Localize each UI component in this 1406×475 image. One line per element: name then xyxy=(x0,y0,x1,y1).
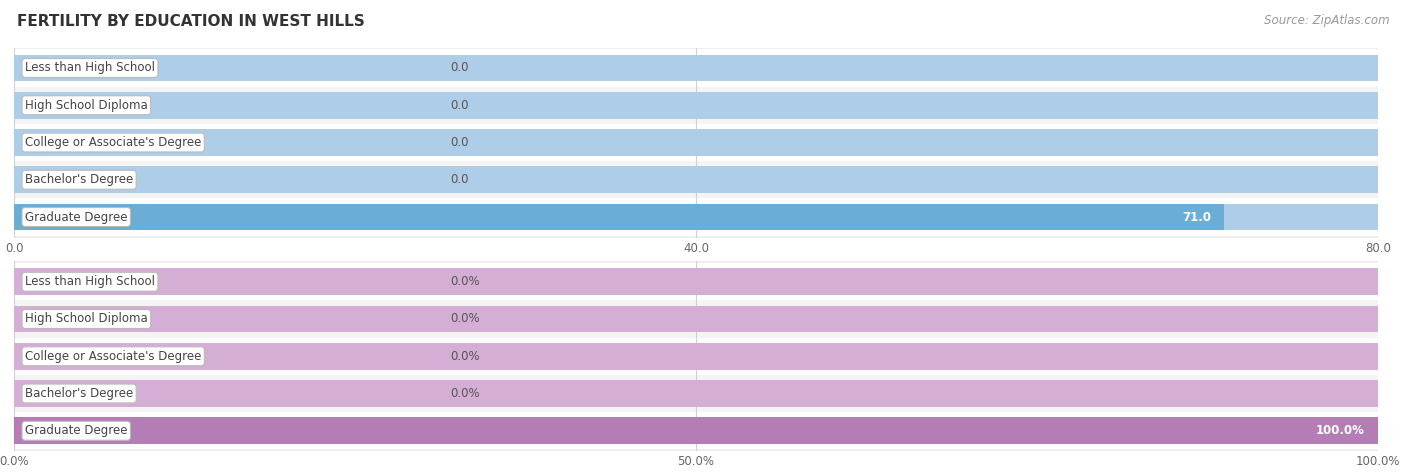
Bar xyxy=(14,166,1378,193)
Bar xyxy=(14,86,1378,124)
Text: Bachelor's Degree: Bachelor's Degree xyxy=(25,387,134,400)
Text: 0.0: 0.0 xyxy=(450,173,470,186)
Bar xyxy=(14,124,1378,161)
Text: 0.0%: 0.0% xyxy=(450,350,479,363)
Text: 0.0: 0.0 xyxy=(450,136,470,149)
Bar xyxy=(14,338,1378,375)
Text: FERTILITY BY EDUCATION IN WEST HILLS: FERTILITY BY EDUCATION IN WEST HILLS xyxy=(17,14,364,29)
Text: 0.0: 0.0 xyxy=(450,61,470,75)
Bar xyxy=(14,55,1378,81)
Bar xyxy=(14,129,1378,156)
Text: 100.0%: 100.0% xyxy=(1316,424,1364,437)
Text: Bachelor's Degree: Bachelor's Degree xyxy=(25,173,134,186)
Bar xyxy=(14,343,1378,370)
Bar xyxy=(14,375,1378,412)
Bar xyxy=(14,412,1378,449)
Bar xyxy=(14,305,1378,332)
Text: 0.0%: 0.0% xyxy=(450,387,479,400)
Bar xyxy=(14,380,1378,407)
Bar xyxy=(14,204,1378,230)
Bar xyxy=(14,418,1378,444)
Text: 71.0: 71.0 xyxy=(1182,210,1211,224)
Text: Less than High School: Less than High School xyxy=(25,275,155,288)
Text: Graduate Degree: Graduate Degree xyxy=(25,424,128,437)
Bar xyxy=(14,418,1378,444)
Bar xyxy=(14,199,1378,236)
Bar xyxy=(14,49,1378,86)
Text: College or Associate's Degree: College or Associate's Degree xyxy=(25,350,201,363)
Bar xyxy=(14,268,1378,295)
Text: 0.0%: 0.0% xyxy=(450,275,479,288)
Text: High School Diploma: High School Diploma xyxy=(25,313,148,325)
Text: 0.0: 0.0 xyxy=(450,99,470,112)
Bar xyxy=(14,263,1378,300)
Bar xyxy=(14,161,1378,199)
Text: Source: ZipAtlas.com: Source: ZipAtlas.com xyxy=(1264,14,1389,27)
Text: Graduate Degree: Graduate Degree xyxy=(25,210,128,224)
Text: 0.0%: 0.0% xyxy=(450,313,479,325)
Bar xyxy=(14,300,1378,338)
Bar xyxy=(14,204,1225,230)
Bar xyxy=(14,92,1378,119)
Text: High School Diploma: High School Diploma xyxy=(25,99,148,112)
Text: College or Associate's Degree: College or Associate's Degree xyxy=(25,136,201,149)
Text: Less than High School: Less than High School xyxy=(25,61,155,75)
